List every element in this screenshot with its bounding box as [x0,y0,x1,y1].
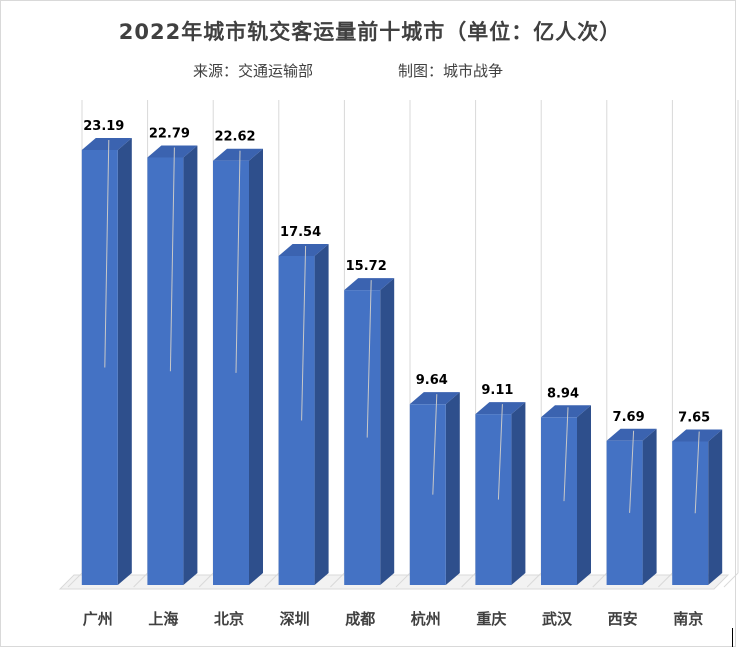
bar-side [642,428,657,585]
label-leader [563,407,569,502]
tick-label: 西安 [608,610,638,628]
bar-top [475,402,526,415]
bar-top [672,429,723,442]
chart-title: 2022年城市轨交客运量前十城市（单位：亿人次） [118,20,622,44]
bar-top [213,148,263,161]
tick-label: 武汉 [542,610,573,628]
bar-北京 [213,160,249,586]
tick-label: 成都 [345,610,375,628]
label-leader [169,147,175,372]
data-label: 22.62 [214,130,255,145]
bar-side [708,429,723,585]
gridline-floor [658,572,673,588]
gridline-floor [526,572,542,588]
bar-上海 [147,157,184,585]
bar-side [445,392,460,585]
bar-side [314,243,329,585]
bar-top [278,243,329,256]
data-label: 7.69 [613,410,645,425]
label-leader [366,280,372,438]
tick-label: 南京 [673,610,703,628]
label-leader [694,431,700,514]
bar-西安 [606,440,643,585]
bar-成都 [344,290,381,585]
label-leader [301,245,307,421]
tick-label: 深圳 [280,610,310,628]
bar-side [511,402,526,585]
data-label: 23.19 [83,119,124,134]
data-label: 7.65 [678,411,710,426]
label-leader [629,430,635,513]
bar-广州 [81,150,118,585]
tick-label: 北京 [214,610,244,628]
data-label: 9.64 [416,373,448,388]
gridline-floor [133,572,148,588]
bar-top [541,405,591,418]
bar-side [249,148,263,586]
gridline-floor [67,572,83,588]
bar-side [183,145,198,585]
bar-top [147,145,198,158]
bar-重庆 [475,414,512,585]
data-label: 17.54 [280,225,321,240]
bar-top [81,138,132,151]
bar-side [117,138,132,585]
bar-side [380,278,395,585]
bar-杭州 [409,404,446,585]
gridline-floor [198,572,214,588]
tick-label: 广州 [83,610,113,628]
gridline-floor [723,572,739,588]
source-label: 来源：交通运输部 [193,62,314,80]
data-label: 15.72 [346,259,387,274]
label-leader [497,404,503,500]
gridline-floor [330,572,345,588]
data-label: 22.79 [149,127,190,142]
gridline-floor [395,572,411,588]
gridline-floor [264,572,280,588]
bar-side [577,405,591,585]
bar-top [344,278,395,291]
bar-武汉 [541,417,577,585]
gridline-floor [461,572,476,588]
label-leader [432,394,438,495]
gridline-floor [592,572,608,588]
tick-label: 上海 [148,610,178,628]
data-label: 9.11 [481,383,513,398]
bar-top [409,392,460,405]
bar-南京 [672,441,709,585]
bar-top [606,428,657,441]
label-leader [104,139,110,368]
tick-label: 重庆 [476,610,506,628]
data-label: 8.94 [547,386,579,401]
tick-label: 杭州 [411,610,441,628]
bar-深圳 [278,255,315,585]
corner-tick [732,628,733,647]
maker-label: 制图：城市战争 [398,62,504,80]
label-leader [235,150,241,373]
